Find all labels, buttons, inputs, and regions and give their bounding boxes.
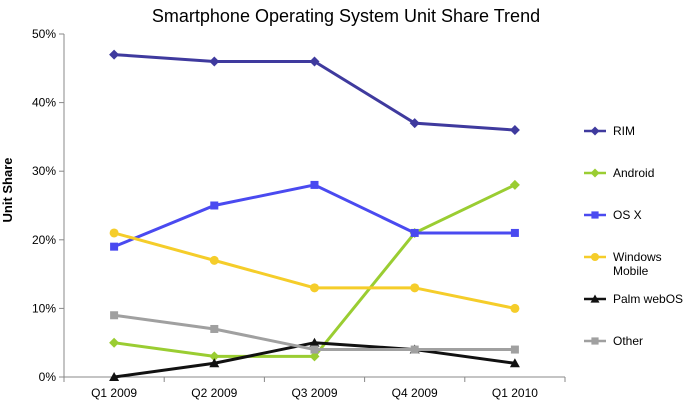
series-line-windows-mobile xyxy=(113,231,516,310)
y-axis-label: Unit Share xyxy=(0,157,15,222)
legend-marker xyxy=(591,337,599,345)
legend-item-other: Other xyxy=(584,334,643,348)
series-layer xyxy=(109,49,520,381)
x-tick-label: Q1 2009 xyxy=(91,386,137,400)
data-point-os-x xyxy=(410,228,419,237)
x-tick-label: Q3 2009 xyxy=(291,386,337,400)
series-line-android xyxy=(113,183,516,358)
data-point-android xyxy=(109,337,120,348)
data-point-windows-mobile xyxy=(310,283,319,293)
legend-label: Other xyxy=(613,334,643,348)
legend-label: OS X xyxy=(613,208,642,222)
data-point-rim xyxy=(309,56,320,67)
data-point-palm-webos xyxy=(309,337,320,347)
data-point-windows-mobile xyxy=(510,303,520,313)
data-point-other xyxy=(510,345,519,354)
legend-label: Windows Mobile xyxy=(613,250,662,278)
legend-marker xyxy=(590,294,600,303)
y-tick-label: 10% xyxy=(32,301,56,315)
data-point-palm-webos xyxy=(509,358,520,368)
data-point-os-x xyxy=(310,180,319,189)
legend-marker xyxy=(590,168,600,178)
legend-marker xyxy=(590,126,600,136)
legend-item-android: Android xyxy=(584,166,654,180)
series-line-os-x xyxy=(113,183,515,249)
data-point-other xyxy=(310,345,319,354)
data-point-rim xyxy=(209,56,220,67)
legend-item-rim: RIM xyxy=(584,124,635,138)
axes: 0% 10% 20% 30% 40% 50% Q1 2009 Q2 2009 Q3 2009 Q4… xyxy=(32,27,566,400)
data-point-rim xyxy=(409,118,420,129)
data-point-other xyxy=(210,324,219,333)
data-point-os-x xyxy=(210,201,219,210)
data-point-os-x xyxy=(110,242,119,251)
data-point-rim xyxy=(509,125,520,136)
series-os-x xyxy=(110,180,519,251)
series-android xyxy=(109,179,520,362)
data-point-windows-mobile xyxy=(109,228,119,238)
legend-item-palm-webos: Palm webOS xyxy=(584,292,683,306)
y-tick-label: 30% xyxy=(32,164,56,178)
y-tick-label: 50% xyxy=(32,27,56,41)
data-point-windows-mobile xyxy=(209,255,219,265)
x-tick-label: Q1 2010 xyxy=(492,386,538,400)
data-point-android xyxy=(509,179,520,190)
legend-label: Palm webOS xyxy=(613,292,683,306)
data-point-palm-webos xyxy=(209,358,220,368)
data-point-other xyxy=(110,311,119,320)
data-point-rim xyxy=(109,49,120,60)
series-windows-mobile xyxy=(109,228,520,313)
data-point-palm-webos xyxy=(109,372,120,381)
legend-item-os-x: OS X xyxy=(584,208,642,222)
y-tick-label: 20% xyxy=(32,233,56,247)
legend-label: RIM xyxy=(613,124,635,138)
data-point-os-x xyxy=(510,228,519,237)
series-rim xyxy=(109,49,520,136)
data-point-android xyxy=(209,351,220,362)
legend-marker xyxy=(590,252,600,262)
data-point-other xyxy=(410,345,419,354)
x-tick-label: Q2 2009 xyxy=(191,386,237,400)
legend-label: Android xyxy=(613,166,654,180)
y-tick-label: 40% xyxy=(32,96,56,110)
legend-item-windows-mobile: Windows Mobile xyxy=(584,250,662,278)
data-point-windows-mobile xyxy=(410,283,420,293)
y-tick-label: 0% xyxy=(39,370,57,384)
data-point-android xyxy=(309,351,320,362)
legend: RIM Android OS X Windows Mobile Palm webOS Oth… xyxy=(584,124,683,348)
series-other xyxy=(110,311,519,354)
x-tick-label: Q4 2009 xyxy=(392,386,438,400)
legend-marker xyxy=(591,211,599,219)
chart-title: Smartphone Operating System Unit Share T… xyxy=(152,6,540,26)
